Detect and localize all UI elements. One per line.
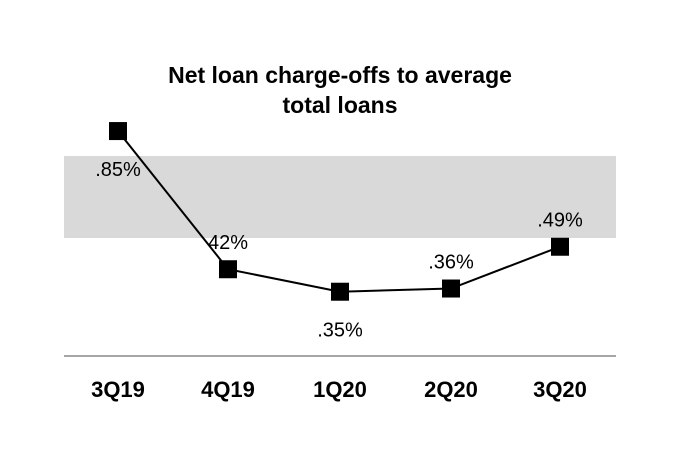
- x-tick-label: 2Q20: [424, 377, 478, 402]
- data-point-marker: [551, 237, 569, 256]
- chart-marks: .85% 3Q19 42% 4Q19 .35% 1Q20 .36% 2Q20 .49% 3Q20: [91, 122, 587, 402]
- data-label: .35%: [317, 320, 363, 342]
- data-point-marker: [109, 122, 127, 141]
- data-label: .85%: [95, 159, 141, 181]
- x-tick-label: 4Q19: [201, 377, 255, 402]
- x-tick-label: 3Q19: [91, 377, 145, 402]
- data-label: .49%: [537, 210, 583, 232]
- shaded-reference-band: [64, 156, 616, 238]
- chart-title-line-2: total loans: [282, 92, 397, 118]
- data-label: .36%: [428, 252, 474, 274]
- data-point-marker: [331, 282, 349, 301]
- x-tick-label: 3Q20: [533, 377, 587, 402]
- data-label: 42%: [208, 232, 248, 254]
- chart-title-line-1: Net loan charge-offs to average: [168, 62, 512, 88]
- x-tick-label: 1Q20: [313, 377, 367, 402]
- data-point-marker: [442, 279, 460, 298]
- data-point-marker: [219, 260, 237, 279]
